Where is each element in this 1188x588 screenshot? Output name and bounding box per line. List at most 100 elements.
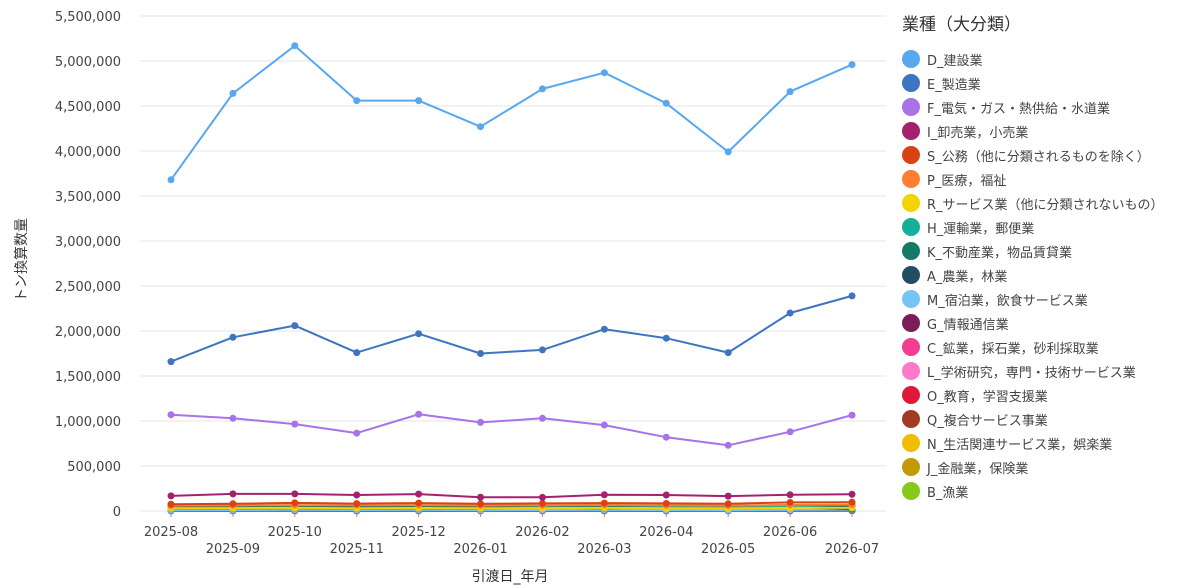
legend-item[interactable]: S_公務（他に分類されるものを除く） [902, 143, 1188, 167]
legend-label: O_教育，学習支援業 [927, 389, 1048, 405]
data-point [291, 322, 299, 330]
legend-item[interactable]: E_製造業 [902, 71, 1188, 95]
y-tick-label: 1,500,000 [55, 370, 121, 385]
legend-label: Q_複合サービス事業 [927, 413, 1048, 429]
legend-swatch [902, 50, 920, 68]
series [167, 292, 856, 366]
x-tick-label: 2025-11 [330, 542, 384, 557]
series-line [170, 503, 853, 507]
data-point [477, 500, 485, 508]
data-point [291, 490, 299, 498]
legend-item[interactable]: B_漁業 [902, 479, 1188, 503]
data-point [229, 414, 237, 422]
data-point [724, 349, 732, 357]
data-point [167, 176, 175, 184]
legend-item[interactable]: J_金融業，保険業 [902, 455, 1188, 479]
data-point [291, 499, 299, 507]
data-point [600, 499, 608, 507]
legend-swatch [902, 218, 920, 236]
data-point [786, 491, 794, 499]
grid-lines [140, 15, 886, 512]
legend-swatch [902, 314, 920, 332]
legend-item[interactable]: A_農業，林業 [902, 263, 1188, 287]
legend-item[interactable]: Q_複合サービス事業 [902, 407, 1188, 431]
legend-swatch [902, 362, 920, 380]
series [167, 490, 856, 501]
data-point [600, 69, 608, 77]
y-tick-label: 1,000,000 [55, 415, 121, 430]
line-chart: 0 500,000 1,000,000 1,500,000 2,000,000 2,500… [14, 10, 886, 585]
legend-item[interactable]: K_不動産業，物品賃貸業 [902, 239, 1188, 263]
legend-item[interactable]: F_電気・ガス・熱供給・水道業 [902, 95, 1188, 119]
data-point [229, 89, 237, 97]
data-point [662, 499, 670, 507]
legend-item[interactable]: I_卸売業，小売業 [902, 119, 1188, 143]
legend-item[interactable]: O_教育，学習支援業 [902, 383, 1188, 407]
legend-item[interactable]: P_医療，福祉 [902, 167, 1188, 191]
y-tick-label: 0 [113, 505, 121, 520]
data-point [353, 97, 361, 105]
data-point [167, 411, 175, 419]
legend-label: N_生活関連サービス業，娯楽業 [927, 437, 1113, 453]
series-line [170, 44, 853, 181]
legend-swatch [902, 170, 920, 188]
y-tick-label: 500,000 [67, 460, 121, 475]
data-point [724, 500, 732, 508]
data-point [415, 410, 423, 418]
data-point [415, 499, 423, 507]
data-point [662, 491, 670, 499]
legend-item[interactable]: L_学術研究，専門・技術サービス業 [902, 359, 1188, 383]
legend-label: S_公務（他に分類されるものを除く） [927, 149, 1150, 165]
legend-item[interactable]: M_宿泊業，飲食サービス業 [902, 287, 1188, 311]
legend-item[interactable]: R_サービス業（他に分類されないもの） [902, 191, 1188, 215]
legend-swatch [902, 194, 920, 212]
legend-title: 業種（大分類） [902, 15, 1021, 35]
series [167, 42, 856, 184]
legend-label: K_不動産業，物品賃貸業 [927, 245, 1073, 261]
legend-label: H_運輸業，郵便業 [927, 221, 1035, 237]
data-point [848, 411, 856, 419]
legend-item[interactable]: N_生活関連サービス業，娯楽業 [902, 431, 1188, 455]
data-point [724, 148, 732, 156]
data-point [353, 429, 361, 437]
x-tick-label: 2025-08 [144, 525, 198, 540]
data-point [415, 97, 423, 105]
x-tick-label: 2026-04 [639, 525, 693, 540]
series [167, 498, 856, 508]
data-point [786, 309, 794, 317]
data-point [600, 325, 608, 333]
legend-swatch [902, 98, 920, 116]
data-point [662, 334, 670, 342]
legend-label: D_建設業 [927, 53, 983, 69]
data-point [477, 493, 485, 501]
legend-swatch [902, 482, 920, 500]
legend-label: P_医療，福祉 [927, 173, 1007, 189]
x-axis-ticks: 2025-08 2025-09 2025-10 2025-11 2025-12 2026-… [144, 511, 879, 557]
data-point [229, 333, 237, 341]
data-point [600, 421, 608, 429]
legend-item[interactable]: H_運輸業，郵便業 [902, 215, 1188, 239]
data-point [538, 499, 546, 507]
data-point [415, 330, 423, 338]
legend: 業種（大分類） D_建設業 E_製造業 F_電気・ガス・熱供給・水道業 I_卸売業，小… [902, 8, 1188, 503]
legend-item[interactable]: G_情報通信業 [902, 311, 1188, 335]
legend-item[interactable]: C_鉱業，採石業，砂利採取業 [902, 335, 1188, 359]
x-tick-label: 2026-05 [701, 542, 755, 557]
y-axis-ticks: 0 500,000 1,000,000 1,500,000 2,000,000 2,500… [55, 10, 121, 520]
legend-swatch [902, 146, 920, 164]
y-tick-label: 4,000,000 [55, 145, 121, 160]
series-line [170, 506, 853, 510]
data-point [662, 99, 670, 107]
legend-swatch [902, 338, 920, 356]
data-point [353, 491, 361, 499]
series-lines [167, 42, 856, 515]
legend-item[interactable]: D_建設業 [902, 47, 1188, 71]
data-point [477, 123, 485, 131]
legend-label: B_漁業 [927, 485, 969, 501]
data-point [786, 428, 794, 436]
legend-label: A_農業，林業 [927, 269, 1008, 285]
data-point [167, 492, 175, 500]
data-point [229, 490, 237, 498]
legend-swatch [902, 290, 920, 308]
series-line [170, 492, 853, 499]
